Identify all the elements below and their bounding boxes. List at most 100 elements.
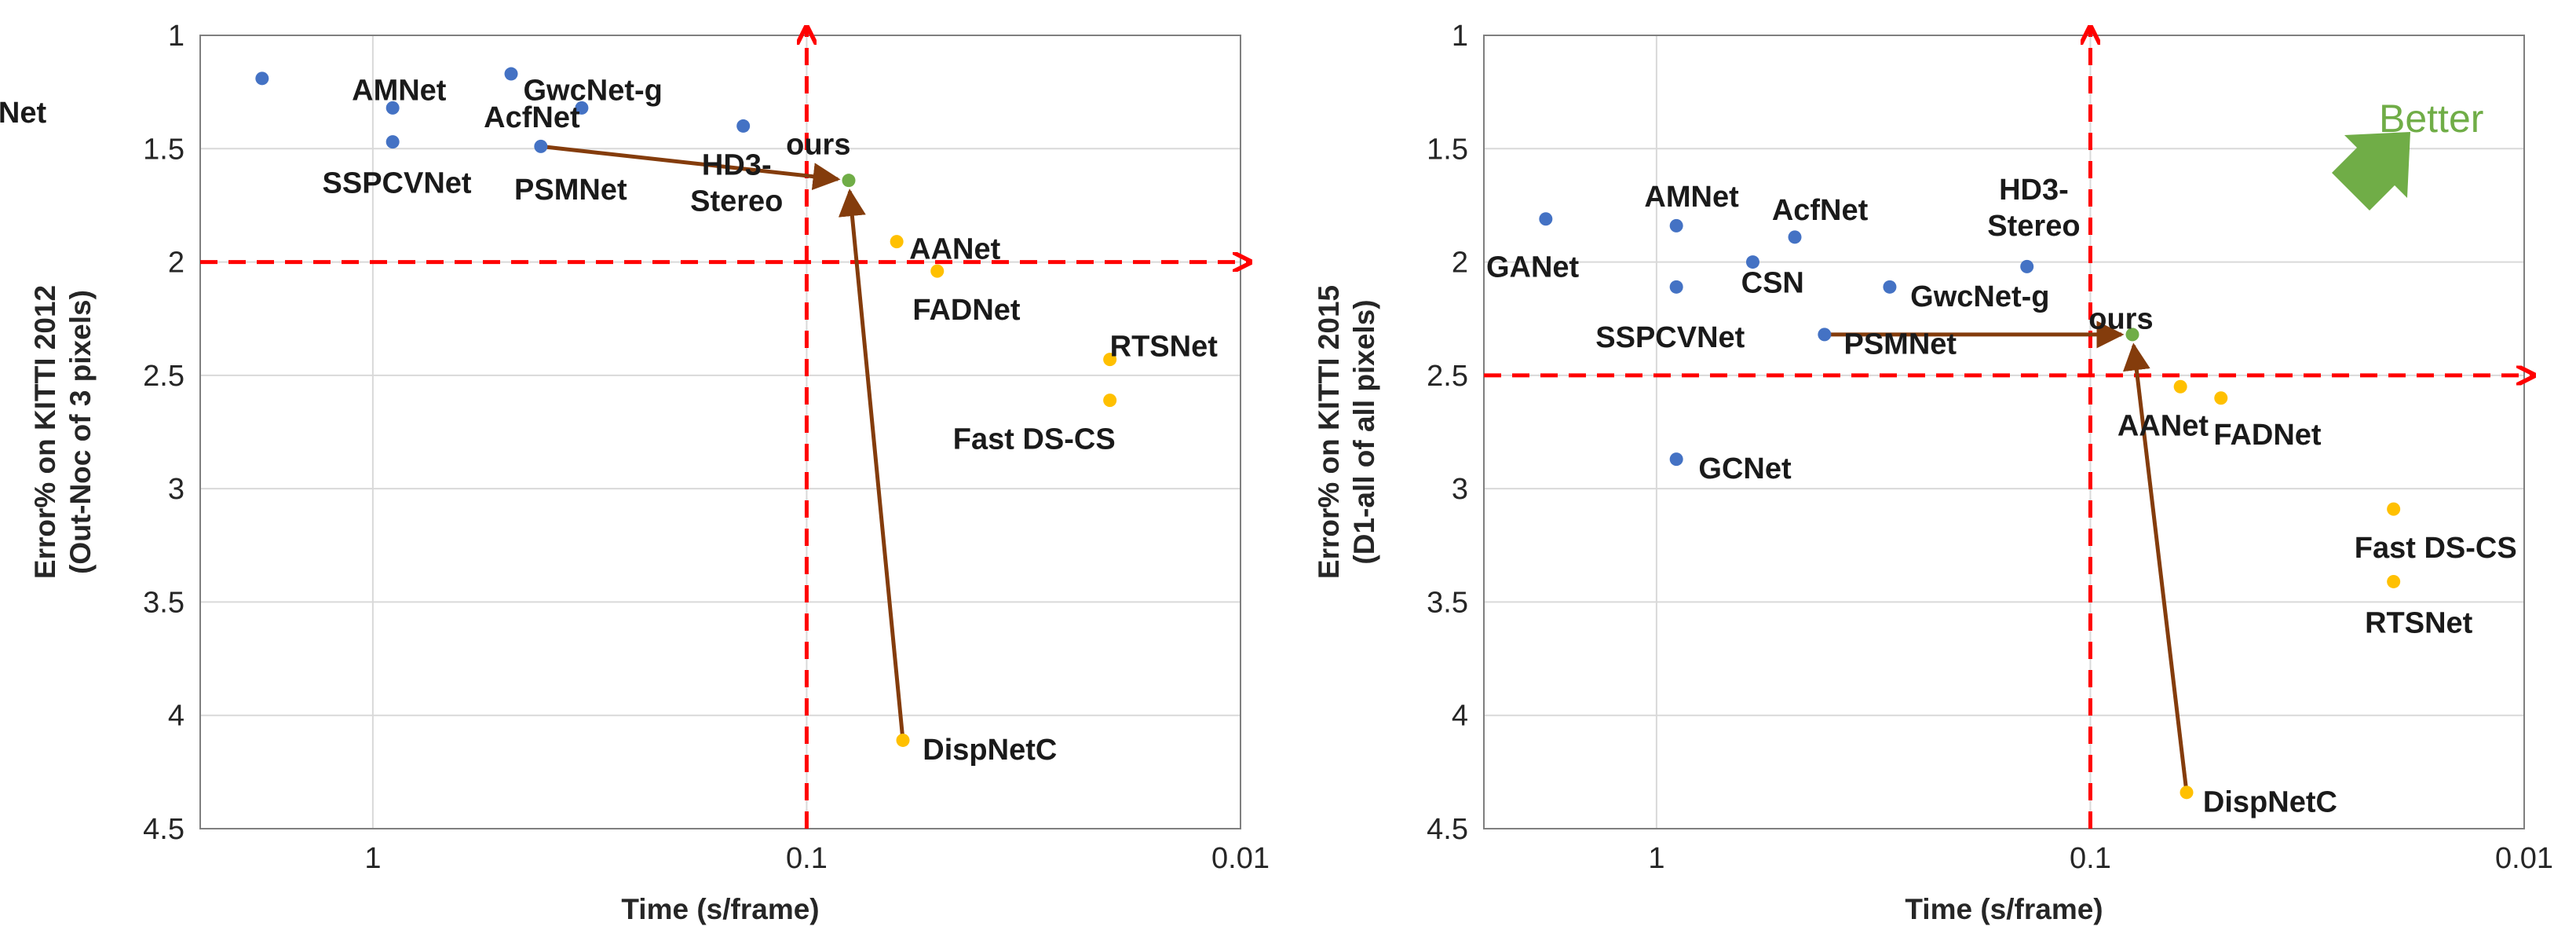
- kitti2015-point-rtsnet: [2387, 574, 2401, 588]
- chart-kitti2012-frame: [199, 35, 1241, 829]
- kitti2012-y-tick-1: 1: [168, 20, 185, 53]
- kitti2012-point-ours: [842, 174, 856, 188]
- kitti2012-label-acfnet: AcfNet: [484, 101, 580, 134]
- kitti2012-y-tick-4: 4: [168, 700, 185, 733]
- kitti2015-label-dispnetc: DispNetC: [2203, 785, 2337, 818]
- kitti2015-point-acfnet: [1788, 230, 1802, 244]
- chart-kitti2012-y-axis-label: Error% on KITTI 2012 (Out-Noc of 3 pixel…: [29, 285, 97, 579]
- chart-kitti2015-points: [1539, 212, 2401, 800]
- kitti2015-point-fast-ds-cs: [2387, 502, 2401, 516]
- kitti2015-point-aanet: [2173, 379, 2187, 394]
- kitti2015-improvement-arrow-1: [2122, 342, 2189, 793]
- kitti2012-x-tick-0.01: 0.01: [1211, 842, 1270, 875]
- kitti2012-point-fast-ds-cs: [1103, 394, 1117, 408]
- kitti2015-point-gwcnet-g: [1883, 280, 1897, 294]
- kitti2015-point-ours: [2125, 328, 2139, 342]
- better-arrow-icon: [2332, 132, 2410, 211]
- kitti2015-label-ganet: GANet: [1486, 251, 1580, 284]
- kitti2015-label-fadnet: FADNet: [2213, 419, 2322, 452]
- kitti2012-point-hd3-stereo: [736, 119, 751, 133]
- better-label: Better: [2379, 97, 2483, 141]
- chart-kitti2015-thresholds: [1484, 29, 2532, 829]
- kitti2015-label-hd3-stereo-line1: HD3-: [1999, 174, 2069, 207]
- kitti2015-point-psmnet: [1818, 328, 1832, 342]
- kitti2015-label-gwcnet-g: GwcNet-g: [1910, 280, 2049, 313]
- chart-kitti2012-thresholds: [200, 29, 1248, 829]
- kitti2015-y-tick-1: 1: [1452, 20, 1468, 53]
- kitti2012-point-gwcnet-g: [504, 67, 518, 81]
- chart-kitti2015-frame: [1483, 35, 2525, 829]
- chart-kitti2015-x-axis-label: Time (s/frame): [1905, 893, 2103, 925]
- kitti2015-label-hd3-stereo-line2: Stereo: [1987, 210, 2080, 243]
- chart-kitti2012-y-axis-label-line2: (Out-Noc of 3 pixels): [64, 290, 97, 574]
- kitti2015-label-hd3-stereo: HD3-Stereo: [1987, 174, 2080, 243]
- kitti2012-label-sspcvnet: SSPCVNet: [323, 167, 472, 200]
- chart-kitti2015-y-ticks: 1 1.5 2 2.5 3 3.5 4 4.5: [1427, 20, 1468, 846]
- kitti2015-y-tick-2.5: 2.5: [1427, 360, 1468, 393]
- chart-kitti2012-y-ticks: 1 1.5 2 2.5 3 3.5 4 4.5: [143, 20, 185, 846]
- chart-kitti2012-x-ticks: 1 0.1 0.01: [364, 842, 1270, 875]
- kitti2015-point-gcnet: [1669, 452, 1683, 467]
- kitti2012-y-tick-4.5: 4.5: [143, 813, 185, 846]
- kitti2012-point-rtsnet: [1103, 353, 1117, 367]
- chart-kitti2015-y-axis-label: Error% on KITTI 2015 (D1-all of all pixe…: [1313, 285, 1380, 579]
- kitti2012-y-tick-1.5: 1.5: [143, 133, 185, 166]
- chart-kitti2015-point-labels: GANet AMNet AcfNet CSN GwcNet-g SSPCVNet PSMNe…: [1486, 174, 2517, 818]
- kitti2012-y-tick-3.5: 3.5: [143, 586, 185, 619]
- kitti2012-label-hd3-stereo: HD3- Stereo: [690, 148, 783, 218]
- kitti2012-label-dispnetc: DispNetC: [923, 734, 1057, 767]
- kitti2015-x-tick-0.01: 0.01: [2495, 842, 2553, 875]
- kitti2012-label-gwcnet-g: GwcNet-g: [524, 74, 663, 107]
- kitti2015-y-tick-4.5: 4.5: [1427, 813, 1468, 846]
- kitti2012-label-hd3-stereo-line1: HD3-: [702, 148, 772, 181]
- kitti2012-x-tick-1: 1: [364, 842, 381, 875]
- kitti2012-point-amnet: [385, 101, 400, 115]
- kitti2012-point-dispnetc: [896, 733, 910, 747]
- kitti2012-y-tick-2.5: 2.5: [143, 360, 185, 393]
- kitti2015-label-ours: ours: [2088, 303, 2153, 336]
- kitti2015-y-tick-1.5: 1.5: [1427, 133, 1468, 166]
- kitti2012-point-acfnet: [575, 101, 589, 115]
- kitti2012-improvement-arrow-1: [838, 189, 905, 741]
- kitti2012-point-aanet: [890, 235, 904, 249]
- kitti2015-y-tick-4: 4: [1452, 700, 1468, 733]
- kitti2012-label-psmnet: PSMNet: [514, 174, 627, 207]
- kitti2012-label-ours: ours: [786, 129, 850, 162]
- chart-kitti2012-y-axis-label-line1: Error% on KITTI 2012: [29, 285, 61, 579]
- kitti2015-label-csn: CSN: [1741, 267, 1804, 300]
- kitti2012-point-ganet: [255, 71, 269, 86]
- kitti2015-point-dispnetc: [2180, 785, 2194, 800]
- kitti2015-y-tick-3: 3: [1452, 473, 1468, 506]
- kitti2012-label-amnet: AMNet: [352, 74, 447, 107]
- kitti2015-label-rtsnet: RTSNet: [2365, 606, 2473, 639]
- chart-kitti2015-x-ticks: 1 0.1 0.01: [1648, 842, 2553, 875]
- kitti2012-label-ganet: GANet: [0, 97, 46, 130]
- kitti2012-label-aanet: AANet: [909, 233, 1000, 265]
- kitti2015-point-amnet: [1669, 218, 1683, 233]
- kitti2012-label-fast-ds-cs: Fast DS-CS: [953, 423, 1116, 456]
- kitti2015-point-csn: [1745, 255, 1759, 269]
- kitti2015-y-tick-3.5: 3.5: [1427, 586, 1468, 619]
- chart-kitti2012: 1 1.5 2 2.5 3 3.5 4 4.5 1 0.1 0.01 GANet AMNet GwcN…: [0, 20, 1270, 925]
- kitti2015-point-hd3-stereo: [2020, 259, 2034, 273]
- kitti2015-label-psmnet: PSMNet: [1843, 328, 1957, 361]
- kitti2015-label-fast-ds-cs: Fast DS-CS: [2355, 532, 2517, 565]
- kitti2012-y-tick-2: 2: [168, 247, 185, 280]
- kitti2012-point-fadnet: [930, 264, 945, 278]
- kitti2012-label-hd3-stereo-line2: Stereo: [690, 185, 783, 218]
- kitti2015-point-fadnet: [2214, 391, 2228, 405]
- chart-kitti2015-arrows: [1824, 320, 2189, 793]
- kitti2015-label-gcnet: GCNet: [1698, 452, 1792, 485]
- kitti2015-point-sspcvnet: [1669, 280, 1683, 294]
- kitti2012-improvement-arrow-0: [540, 144, 841, 191]
- kitti2012-x-tick-0.1: 0.1: [786, 842, 828, 875]
- chart-kitti2012-arrows: [540, 144, 905, 741]
- better-annotation: Better: [2332, 97, 2483, 211]
- kitti2015-y-tick-2: 2: [1452, 247, 1468, 280]
- kitti2012-label-fadnet: FADNet: [912, 294, 1021, 327]
- chart-kitti2012-x-axis-label: Time (s/frame): [621, 893, 819, 925]
- chart-kitti2012-points: [255, 67, 1117, 747]
- kitti2012-point-sspcvnet: [385, 135, 400, 149]
